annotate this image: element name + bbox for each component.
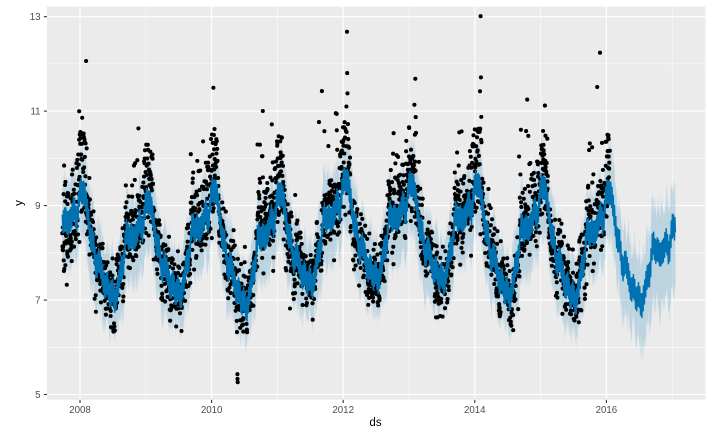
svg-text:11: 11 (30, 107, 40, 118)
svg-text:13: 13 (30, 12, 41, 23)
svg-text:2008: 2008 (69, 405, 91, 416)
svg-text:2016: 2016 (596, 405, 618, 416)
svg-text:ds: ds (369, 417, 381, 429)
svg-text:2014: 2014 (464, 405, 486, 416)
svg-text:5: 5 (35, 390, 40, 401)
svg-text:9: 9 (35, 201, 40, 212)
svg-text:y: y (14, 200, 26, 206)
svg-text:2012: 2012 (332, 405, 354, 416)
svg-text:7: 7 (35, 296, 40, 307)
svg-text:2010: 2010 (201, 405, 223, 416)
